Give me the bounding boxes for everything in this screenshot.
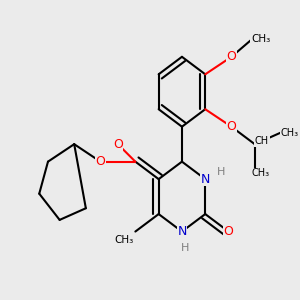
Text: O: O bbox=[226, 120, 236, 133]
Text: N: N bbox=[177, 225, 187, 238]
Text: CH₃: CH₃ bbox=[280, 128, 299, 137]
Text: CH₃: CH₃ bbox=[251, 168, 270, 178]
Text: H: H bbox=[217, 167, 225, 177]
Text: O: O bbox=[95, 155, 105, 168]
Text: N: N bbox=[201, 172, 210, 186]
Text: H: H bbox=[181, 243, 189, 253]
Text: O: O bbox=[113, 138, 123, 151]
Text: CH: CH bbox=[255, 136, 269, 146]
Text: O: O bbox=[226, 50, 236, 63]
Text: CH₃: CH₃ bbox=[114, 235, 133, 245]
Text: O: O bbox=[224, 225, 233, 238]
Text: CH₃: CH₃ bbox=[251, 34, 270, 44]
